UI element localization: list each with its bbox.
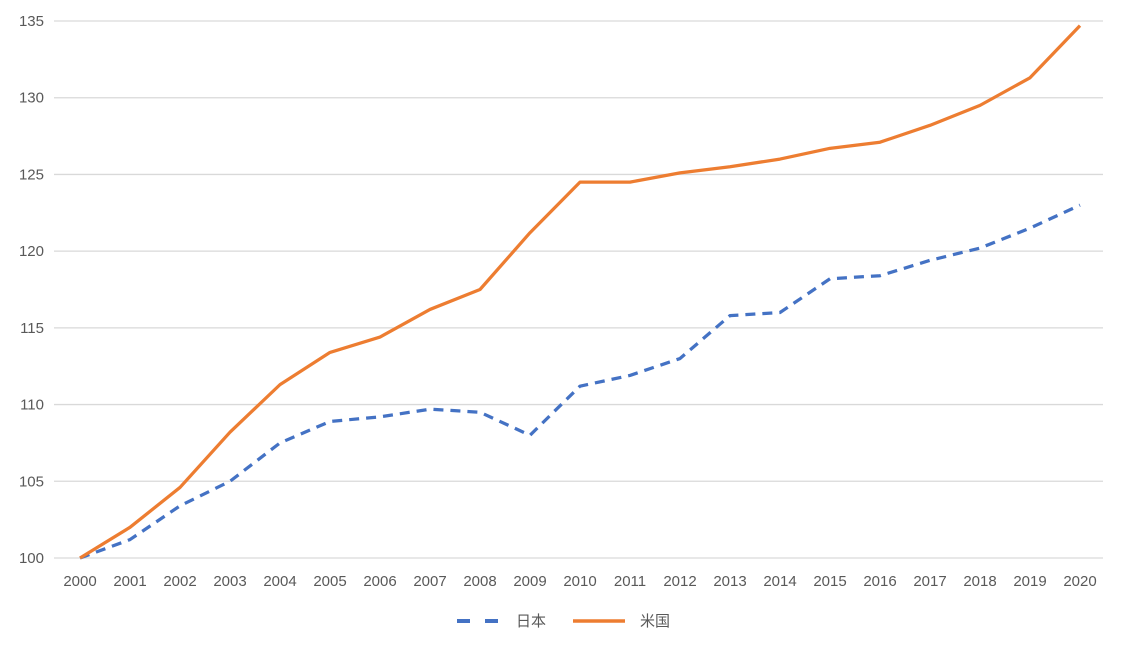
x-tick-label: 2014 [763, 573, 796, 590]
legend-item-us: 米国 [572, 614, 670, 629]
x-tick-label: 2004 [263, 573, 296, 590]
x-tick-label: 2018 [963, 573, 996, 590]
y-tick-label: 100 [19, 550, 44, 567]
y-tick-label: 105 [19, 473, 44, 490]
legend-item-japan: 日本 [456, 614, 546, 629]
x-tick-label: 2009 [513, 573, 546, 590]
x-tick-label: 2019 [1013, 573, 1046, 590]
x-tick-label: 2012 [663, 573, 696, 590]
x-tick-label: 2016 [863, 573, 896, 590]
japan-dashed-line-key [456, 619, 501, 623]
x-tick-label: 2006 [363, 573, 396, 590]
x-tick-label: 2003 [213, 573, 246, 590]
x-tick-label: 2007 [413, 573, 446, 590]
y-tick-label: 130 [19, 90, 44, 107]
x-tick-label: 2015 [813, 573, 846, 590]
x-tick-label: 2001 [113, 573, 146, 590]
x-tick-label: 2005 [313, 573, 346, 590]
x-tick-label: 2000 [63, 573, 96, 590]
series-line-us [79, 24, 1082, 560]
y-tick-label: 120 [19, 243, 44, 260]
x-tick-label: 2008 [463, 573, 496, 590]
y-tick-label: 135 [19, 13, 44, 30]
y-tick-label: 110 [20, 397, 44, 414]
x-tick-label: 2020 [1063, 573, 1096, 590]
us-solid-line-key [573, 619, 625, 623]
x-tick-label: 2013 [713, 573, 746, 590]
legend-label-us: 米国 [640, 612, 671, 630]
series-line-japan [79, 203, 1081, 560]
y-tick-label: 125 [19, 166, 44, 183]
x-tick-label: 2002 [163, 573, 196, 590]
chart-legend: 日本 米国 [0, 608, 1126, 634]
x-tick-label: 2017 [913, 573, 946, 590]
legend-label-japan: 日本 [515, 612, 546, 630]
line-chart: 100 105 110 115 120 125 130 135 2000 2001 2002 2003… [19, 13, 1103, 590]
x-tick-label: 2010 [563, 573, 596, 590]
y-tick-label: 115 [20, 320, 44, 337]
x-tick-label: 2011 [614, 573, 646, 590]
